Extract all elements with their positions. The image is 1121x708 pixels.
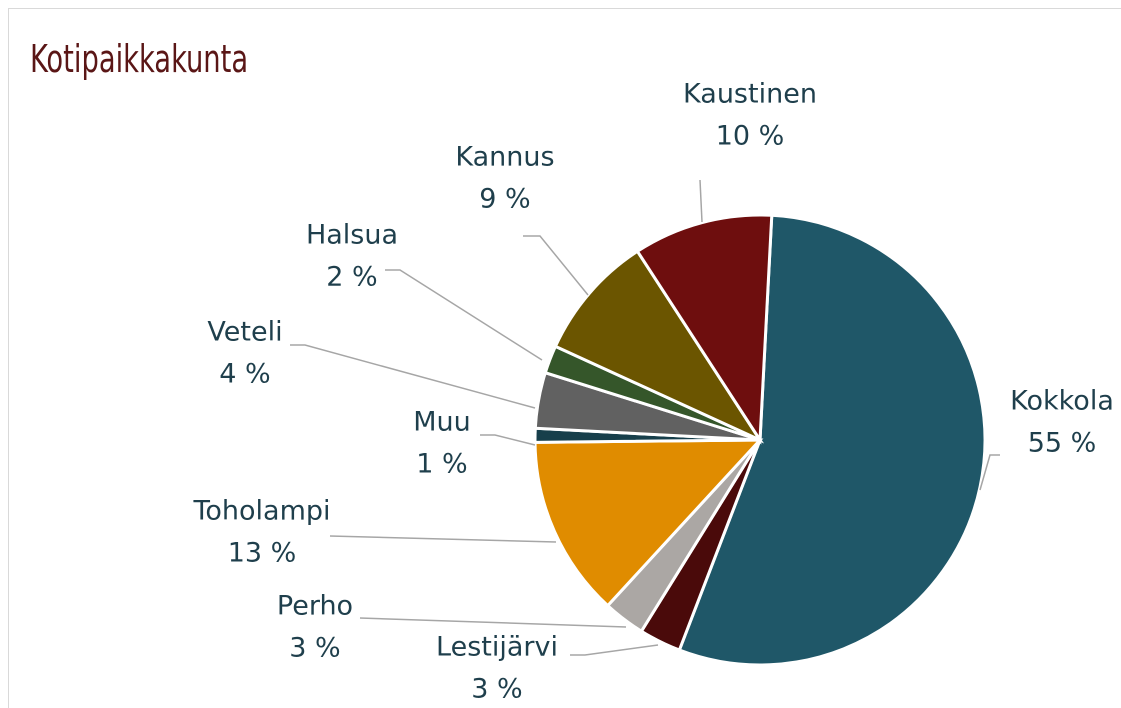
- slice-label: Halsua: [306, 220, 398, 251]
- slice-value-label: 55 %: [1028, 428, 1097, 459]
- slice-value-label: 10 %: [716, 121, 785, 152]
- slice-label: Kannus: [455, 142, 554, 173]
- slice-label: Kaustinen: [683, 79, 817, 110]
- slice-value-label: 2 %: [326, 262, 377, 293]
- slice-label: Lestijärvi: [436, 632, 558, 663]
- slice-label: Toholampi: [192, 496, 330, 527]
- slice-value-label: 1 %: [416, 449, 467, 480]
- leader-line: [570, 644, 659, 656]
- pie-slice: [635, 213, 774, 445]
- leader-line: [385, 269, 543, 361]
- slice-value-label: 9 %: [479, 184, 530, 215]
- leader-line: [523, 235, 589, 296]
- chart-border: [8, 8, 1121, 708]
- pie-slice: [533, 438, 764, 608]
- pie-slice: [677, 213, 987, 667]
- leader-line: [329, 535, 557, 543]
- leader-line: [480, 434, 536, 446]
- leader-line: [979, 454, 1000, 491]
- slice-label: Veteli: [207, 317, 282, 348]
- slice-value-label: 3 %: [471, 674, 522, 705]
- slice-value-label: 4 %: [219, 359, 270, 390]
- leader-line: [290, 344, 536, 409]
- leader-line: [359, 617, 627, 628]
- slice-value-label: 13 %: [228, 538, 297, 569]
- slice-label: Muu: [413, 407, 471, 438]
- slice-label: Perho: [277, 591, 353, 622]
- chart-title: Kotipaikkakunta: [30, 38, 248, 82]
- leader-line: [699, 179, 703, 223]
- slice-label: Kokkola: [1010, 386, 1114, 417]
- slice-value-label: 3 %: [289, 633, 340, 664]
- pie-slice: [553, 249, 765, 444]
